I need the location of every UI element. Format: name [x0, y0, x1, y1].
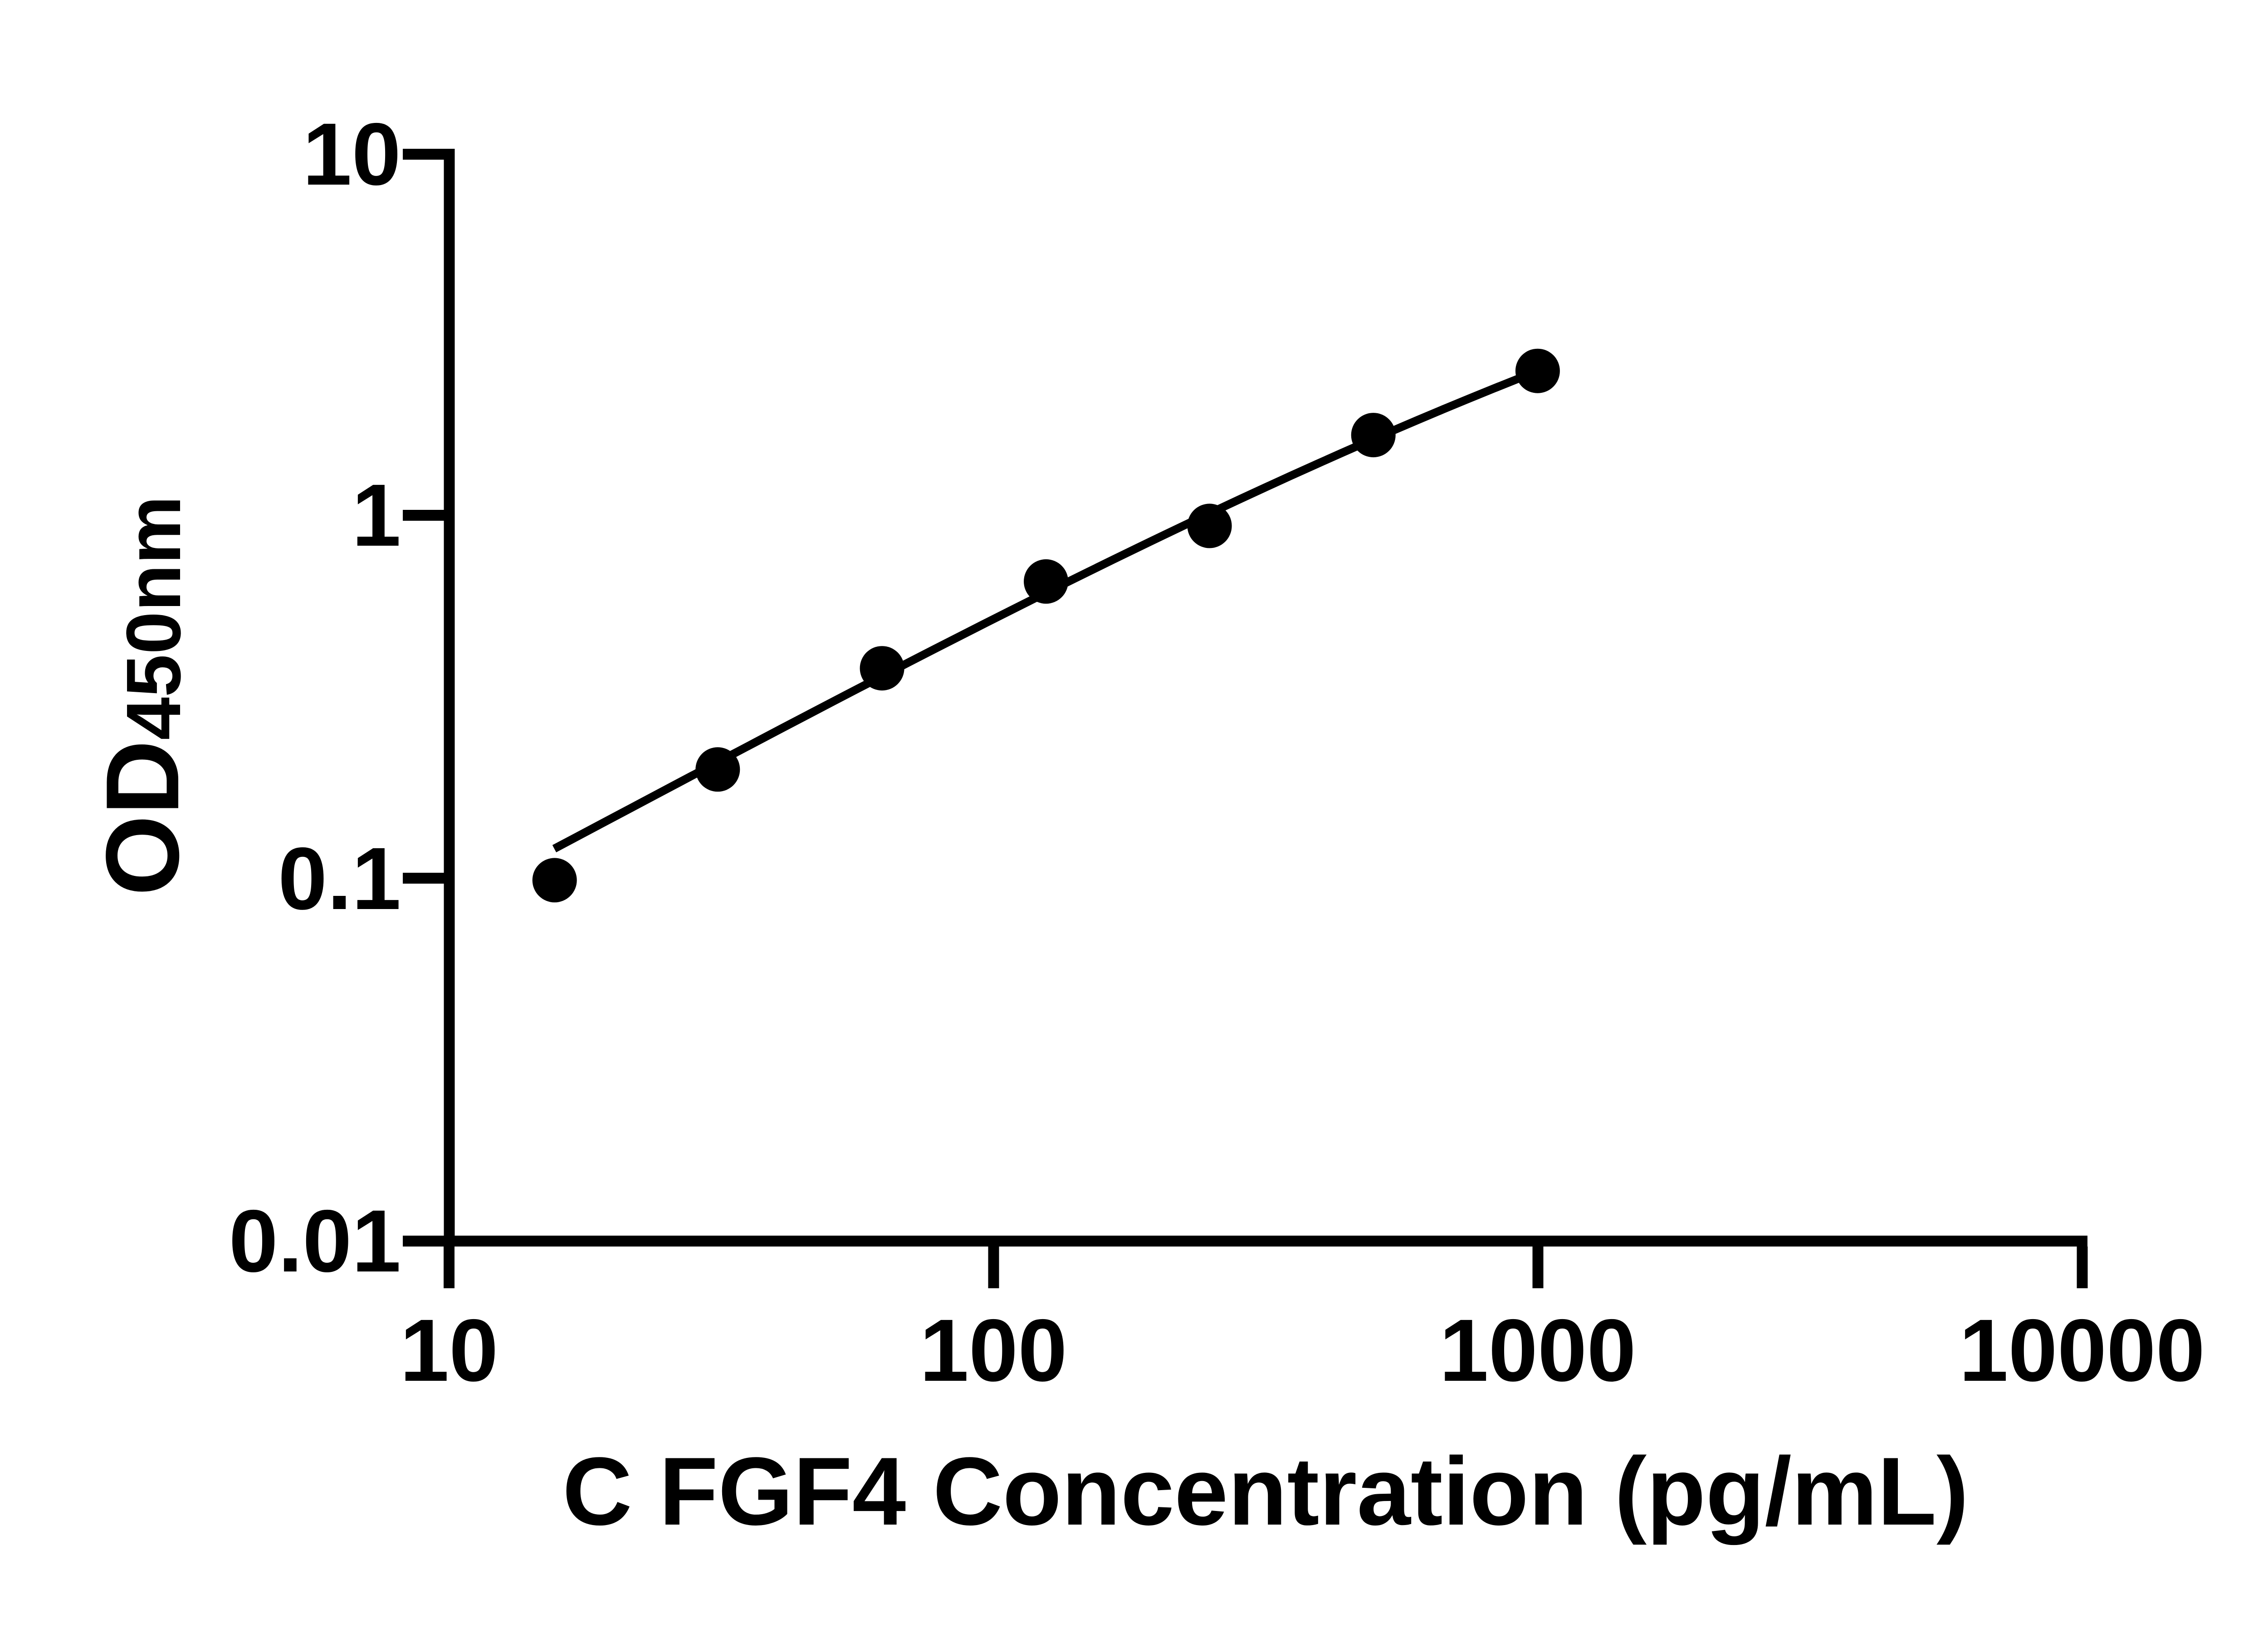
svg-text:1000: 1000 — [1439, 1301, 1636, 1400]
svg-text:10: 10 — [400, 1301, 499, 1400]
svg-text:0.01: 0.01 — [229, 1192, 401, 1291]
svg-text:100: 100 — [919, 1301, 1067, 1400]
svg-text:10: 10 — [303, 105, 401, 204]
svg-text:C FGF4 Concentration (pg/mL): C FGF4 Concentration (pg/mL) — [562, 1437, 1969, 1545]
svg-text:10000: 10000 — [1959, 1301, 2205, 1400]
svg-text:0.1: 0.1 — [278, 829, 401, 928]
svg-text:1: 1 — [352, 466, 401, 565]
